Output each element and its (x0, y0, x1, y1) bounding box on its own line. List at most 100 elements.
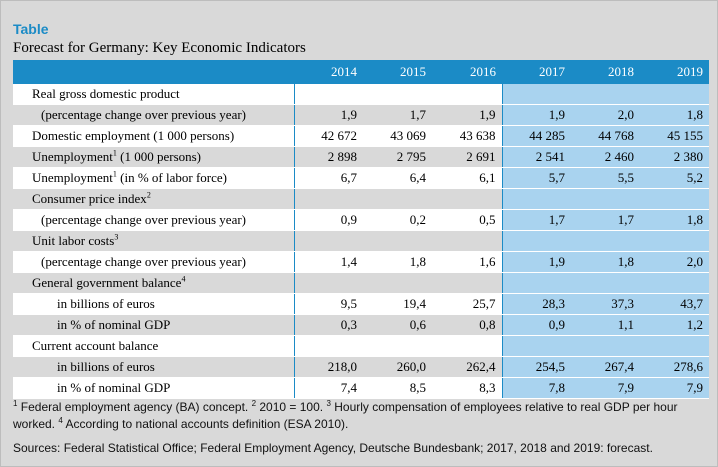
value-cell: 0,3 (294, 314, 363, 336)
row-label: General government balance4 (13, 272, 295, 294)
row-label-text: in billions of euros (57, 296, 155, 311)
row-label-text: Consumer price index (32, 191, 147, 206)
row-label: (percentage change over previous year) (13, 209, 295, 231)
value-cell: 1,6 (432, 251, 503, 273)
value-cell (502, 83, 571, 105)
row-label-tail: (1 000 persons) (116, 149, 202, 164)
header-row: 2014 2015 2016 2017 2018 2019 (13, 60, 709, 84)
row-label-text: in % of nominal GDP (57, 317, 171, 332)
table-row: Unemployment1 (in % of labor force) 6,7 6,… (13, 167, 709, 189)
footnote-ref: 4 (181, 274, 186, 284)
header-label-cell (13, 60, 294, 84)
value-cell: 5,2 (640, 167, 709, 189)
table-row: in billions of euros 218,0 260,0 262,4 254,5… (13, 356, 709, 378)
value-cell (363, 335, 432, 357)
value-cell: 0,9 (502, 314, 571, 336)
value-cell (502, 272, 571, 294)
value-cell (432, 188, 503, 210)
value-cell: 43 069 (363, 125, 432, 147)
footnote-text: According to national accounts definitio… (62, 417, 349, 431)
year-header: 2017 (502, 60, 571, 84)
footnote-marker: 2 (251, 399, 257, 408)
row-label-text: in % of nominal GDP (57, 380, 171, 395)
value-cell (363, 188, 432, 210)
value-cell (571, 272, 640, 294)
row-label: Current account balance (13, 335, 295, 357)
row-label-text: (percentage change over previous year) (41, 254, 246, 269)
value-cell: 1,8 (640, 104, 709, 126)
value-cell: 2 795 (363, 146, 432, 168)
table-row: in billions of euros 9,5 19,4 25,7 28,3 37,3 4… (13, 293, 709, 315)
value-cell (294, 335, 363, 357)
value-cell (363, 272, 432, 294)
row-label-text: Unemployment (32, 170, 113, 185)
row-label-text: Real gross domestic product (32, 86, 180, 101)
value-cell: 1,1 (571, 314, 640, 336)
footnote-text: Federal employment agency (BA) concept. (17, 400, 252, 414)
table-row: Current account balance (13, 335, 709, 357)
value-cell: 254,5 (502, 356, 571, 378)
table-row: Real gross domestic product (13, 83, 709, 105)
table-body: Real gross domestic product (percentage c… (13, 83, 709, 399)
value-cell: 43,7 (640, 293, 709, 315)
value-cell: 0,9 (294, 209, 363, 231)
table-label: Table (13, 21, 49, 37)
table-row: Consumer price index2 (13, 188, 709, 210)
value-cell: 0,8 (432, 314, 503, 336)
table-row: Domestic employment (1 000 persons) 42 67… (13, 125, 709, 147)
value-cell: 6,4 (363, 167, 432, 189)
table-row: in % of nominal GDP 0,3 0,6 0,8 0,9 1,1 1,2 (13, 314, 709, 336)
value-cell: 1,8 (363, 251, 432, 273)
value-cell (432, 272, 503, 294)
value-cell (502, 335, 571, 357)
value-cell (640, 272, 709, 294)
value-cell: 28,3 (502, 293, 571, 315)
table-row: (percentage change over previous year) 1,… (13, 104, 709, 126)
value-cell: 7,9 (571, 377, 640, 399)
row-label: Unemployment1 (in % of labor force) (13, 167, 295, 189)
row-label: in billions of euros (13, 356, 295, 378)
footnote-ref: 1 (112, 148, 117, 158)
indicator-table: 2014 2015 2016 2017 2018 2019 Real gross… (13, 60, 709, 399)
value-cell: 7,4 (294, 377, 363, 399)
value-cell: 1,2 (640, 314, 709, 336)
value-cell: 42 672 (294, 125, 363, 147)
value-cell: 278,6 (640, 356, 709, 378)
table-row: General government balance4 (13, 272, 709, 294)
value-cell (640, 188, 709, 210)
value-cell (571, 83, 640, 105)
value-cell (640, 335, 709, 357)
value-cell: 1,7 (502, 209, 571, 231)
row-label: in billions of euros (13, 293, 295, 315)
year-header: 2015 (363, 60, 432, 84)
value-cell (432, 335, 503, 357)
value-cell: 5,7 (502, 167, 571, 189)
value-cell: 1,9 (502, 251, 571, 273)
value-cell: 1,9 (502, 104, 571, 126)
footnote-ref: 3 (114, 232, 119, 242)
value-cell: 2,0 (640, 251, 709, 273)
footnote-text: Hourly compensation of employees relativ… (13, 400, 678, 431)
value-cell: 44 285 (502, 125, 571, 147)
value-cell: 2 380 (640, 146, 709, 168)
value-cell: 6,7 (294, 167, 363, 189)
footnote-marker: 3 (326, 399, 331, 408)
value-cell: 262,4 (432, 356, 503, 378)
footnote-marker: 4 (58, 416, 63, 425)
year-header: 2018 (571, 60, 640, 84)
table-row: (percentage change over previous year) 1,… (13, 251, 709, 273)
value-cell: 1,4 (294, 251, 363, 273)
value-cell: 0,5 (432, 209, 503, 231)
footnote-ref: 2 (146, 190, 151, 200)
row-label-tail: (in % of labor force) (116, 170, 227, 185)
value-cell: 6,1 (432, 167, 503, 189)
value-cell: 43 638 (432, 125, 503, 147)
value-cell: 37,3 (571, 293, 640, 315)
value-cell: 9,5 (294, 293, 363, 315)
value-cell: 8,3 (432, 377, 503, 399)
row-label: (percentage change over previous year) (13, 104, 295, 126)
table-row: in % of nominal GDP 7,4 8,5 8,3 7,8 7,9 7,9 (13, 377, 709, 399)
table-row: (percentage change over previous year) 0,… (13, 209, 709, 231)
row-label: in % of nominal GDP (13, 377, 295, 399)
